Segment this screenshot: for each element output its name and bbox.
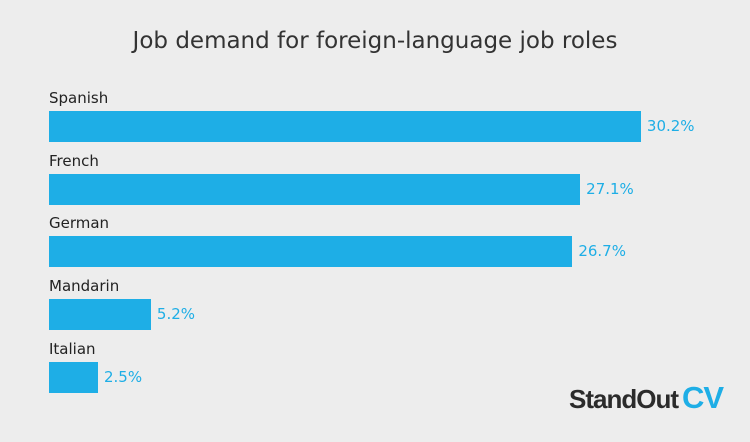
value-label: 27.1% [586, 179, 634, 198]
value-label: 30.2% [646, 117, 695, 135]
logo-text: StandOut [569, 384, 679, 414]
category-label: French [49, 151, 99, 170]
category-label: Italian [49, 339, 96, 358]
value-label: 5.2% [156, 305, 196, 324]
logo-cv: CV [682, 380, 724, 415]
standout-cv-logo: StandOut CV [569, 380, 724, 416]
bar-italian [49, 361, 98, 393]
bar-spanish [49, 111, 641, 142]
chart-title: Job demand for foreign-language job role… [132, 28, 618, 54]
bar-german [49, 236, 573, 268]
bar-french [49, 173, 581, 205]
value-label: 26.7% [578, 242, 626, 261]
category-label: Mandarin [49, 277, 120, 296]
bar-mandarin [49, 299, 151, 331]
category-label: German [49, 214, 110, 233]
value-label: 2.5% [104, 367, 143, 386]
category-label: Spanish [49, 89, 109, 107]
